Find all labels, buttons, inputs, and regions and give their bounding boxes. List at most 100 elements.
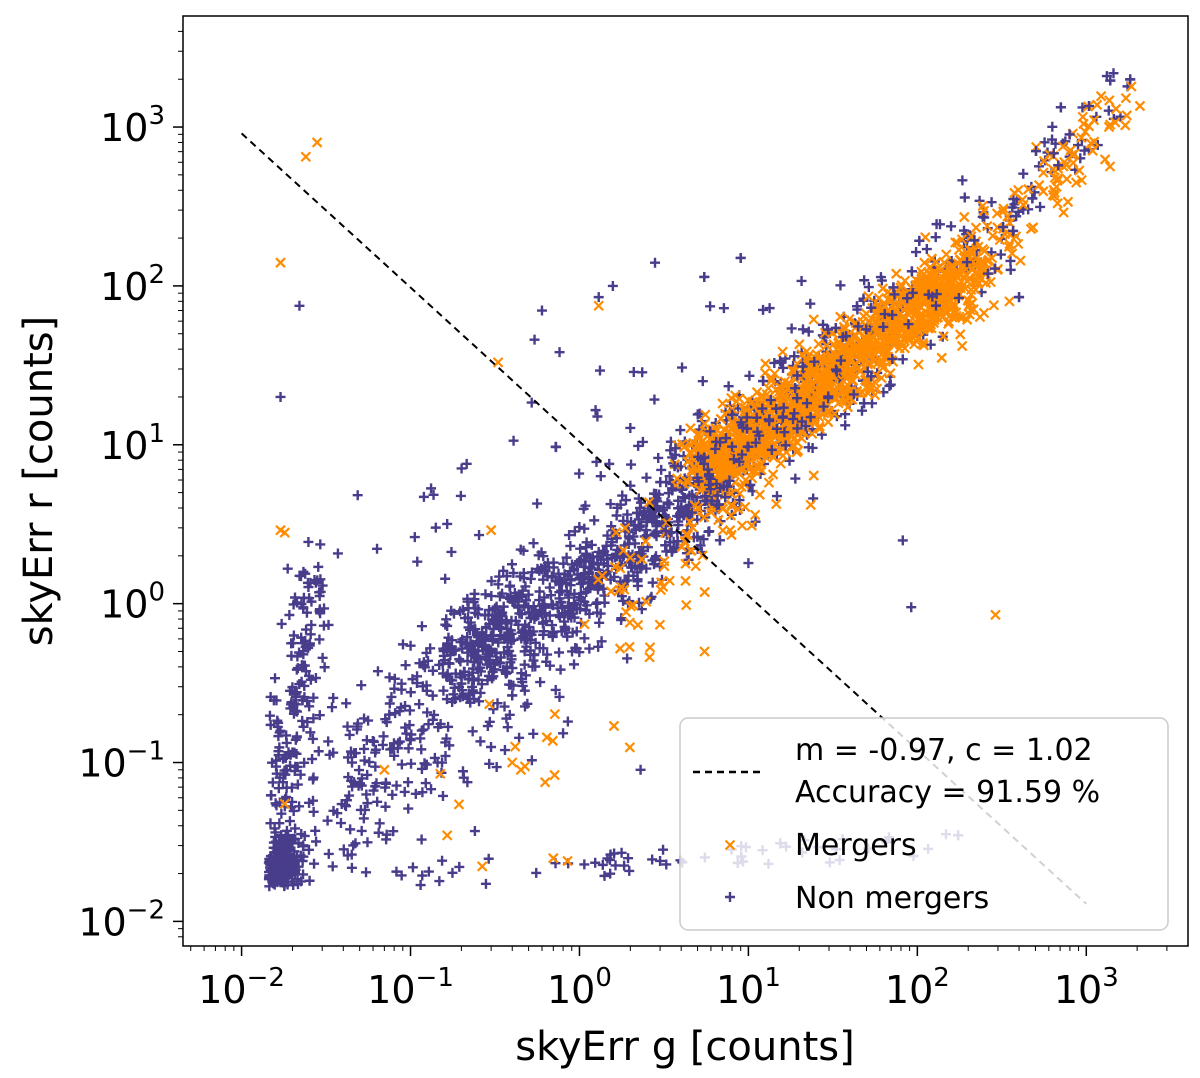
legend-non-mergers-marker <box>725 892 735 902</box>
non-merger-point <box>264 862 275 873</box>
merger-point <box>745 451 757 463</box>
merger-point <box>732 503 744 515</box>
non-merger-point <box>389 673 400 684</box>
non-merger-point <box>417 787 428 798</box>
non-merger-point <box>304 875 315 886</box>
merger-point <box>731 464 743 476</box>
non-merger-point <box>303 844 314 855</box>
non-merger-point <box>526 755 537 766</box>
non-merger-point <box>352 490 363 501</box>
non-merger-point <box>610 860 621 871</box>
non-merger-point <box>328 692 339 703</box>
non-merger-point <box>283 851 294 862</box>
non-merger-point <box>554 691 565 702</box>
non-merger-point <box>308 692 319 703</box>
merger-point <box>974 257 986 269</box>
merger-point <box>1003 241 1015 253</box>
non-merger-point <box>601 540 612 551</box>
merger-point <box>785 441 797 453</box>
non-merger-point <box>519 659 530 670</box>
merger-point <box>976 257 988 269</box>
non-merger-point <box>594 365 605 376</box>
non-merger-point <box>519 685 530 696</box>
non-merger-point <box>456 463 467 474</box>
merger-point <box>1121 110 1133 121</box>
non-merger-point <box>488 704 499 715</box>
non-merger-point <box>396 678 407 689</box>
merger-point <box>770 498 782 510</box>
non-merger-point <box>655 477 666 488</box>
non-merger-point <box>483 643 494 654</box>
merger-point <box>777 346 788 358</box>
non-merger-point <box>326 702 337 713</box>
merger-point <box>699 586 710 598</box>
non-merger-point <box>335 818 346 829</box>
non-merger-point <box>271 695 282 706</box>
non-merger-point <box>575 588 586 599</box>
non-merger-point <box>289 766 300 777</box>
merger-point <box>549 769 560 781</box>
non-merger-point <box>275 391 286 402</box>
merger-point <box>682 456 693 467</box>
non-merger-point <box>646 591 657 602</box>
non-merger-point <box>491 601 502 612</box>
merger-point <box>1015 255 1026 266</box>
merger-point <box>804 380 815 392</box>
non-merger-point <box>743 558 754 569</box>
non-merger-point <box>362 798 373 809</box>
non-merger-point <box>990 263 1001 274</box>
non-merger-point <box>435 718 446 729</box>
non-merger-point <box>471 630 482 641</box>
non-merger-point <box>914 235 925 246</box>
non-merger-point <box>507 690 518 701</box>
non-merger-point <box>637 367 648 378</box>
non-merger-point <box>465 617 476 628</box>
non-merger-point <box>380 801 391 812</box>
non-merger-point <box>374 818 385 829</box>
merger-point <box>1076 174 1087 186</box>
merger-point <box>883 333 895 344</box>
non-merger-point <box>498 565 509 576</box>
merger-point <box>1134 100 1146 112</box>
non-merger-point <box>1014 292 1025 303</box>
non-merger-point <box>282 872 293 883</box>
merger-point <box>605 586 617 597</box>
non-merger-point <box>486 741 497 752</box>
merger-point <box>379 764 390 776</box>
non-merger-point <box>558 728 569 739</box>
merger-point <box>693 428 704 439</box>
non-merger-point <box>622 509 633 520</box>
non-merger-point <box>473 664 484 675</box>
non-merger-point <box>1053 160 1064 171</box>
non-merger-point <box>438 643 449 654</box>
non-merger-point <box>550 576 561 587</box>
non-merger-point <box>631 508 642 519</box>
non-merger-point <box>265 818 276 829</box>
non-merger-point <box>625 422 636 433</box>
non-merger-point <box>294 679 305 690</box>
y-tick-label: 102 <box>100 260 165 309</box>
non-merger-point <box>778 402 789 413</box>
non-merger-point <box>370 744 381 755</box>
non-merger-point <box>818 319 829 330</box>
non-merger-point <box>298 851 309 862</box>
non-merger-point <box>502 648 513 659</box>
non-merger-point <box>400 660 411 671</box>
non-merger-point <box>1035 201 1046 212</box>
non-merger-point <box>529 334 540 345</box>
merger-point <box>1038 167 1049 178</box>
merger-point <box>1057 141 1069 152</box>
non-merger-point <box>457 766 468 777</box>
non-merger-point <box>662 497 673 508</box>
non-merger-point <box>288 805 299 816</box>
non-merger-point <box>897 535 908 546</box>
non-merger-point <box>878 321 889 332</box>
merger-point <box>680 575 691 587</box>
non-merger-point <box>266 790 277 801</box>
non-merger-point <box>437 757 448 768</box>
non-merger-point <box>303 536 314 547</box>
non-merger-point <box>267 757 278 768</box>
non-merger-point <box>1105 75 1116 86</box>
non-merger-point <box>711 436 722 447</box>
merger-point <box>1087 145 1099 156</box>
